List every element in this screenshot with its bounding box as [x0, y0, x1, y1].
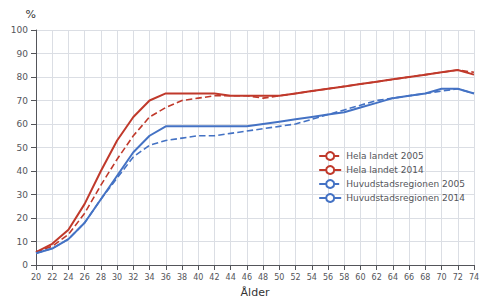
svg-text:28: 28	[96, 273, 106, 282]
svg-text:56: 56	[323, 273, 333, 282]
svg-text:46: 46	[242, 273, 252, 282]
svg-text:100: 100	[11, 25, 28, 35]
svg-text:0: 0	[22, 260, 28, 270]
svg-text:72: 72	[453, 273, 463, 282]
svg-text:64: 64	[388, 273, 398, 282]
svg-text:Hela landet 2005: Hela landet 2005	[346, 151, 423, 161]
svg-text:26: 26	[80, 273, 90, 282]
svg-text:52: 52	[290, 273, 300, 282]
svg-text:%: %	[26, 8, 36, 21]
svg-text:36: 36	[161, 273, 171, 282]
svg-text:54: 54	[307, 273, 317, 282]
svg-text:Huvudstadsregionen 2005: Huvudstadsregionen 2005	[346, 179, 465, 189]
svg-text:62: 62	[372, 273, 382, 282]
svg-text:70: 70	[436, 273, 446, 282]
svg-text:58: 58	[339, 273, 349, 282]
svg-text:32: 32	[128, 273, 138, 282]
svg-text:60: 60	[355, 273, 365, 282]
svg-text:Huvudstadsregionen 2014: Huvudstadsregionen 2014	[346, 193, 465, 203]
svg-text:68: 68	[420, 273, 430, 282]
svg-text:20: 20	[17, 213, 29, 223]
svg-text:90: 90	[17, 49, 29, 59]
svg-text:50: 50	[17, 143, 29, 153]
svg-text:40: 40	[193, 273, 203, 282]
svg-text:42: 42	[209, 273, 219, 282]
svg-text:80: 80	[17, 72, 29, 82]
svg-text:22: 22	[47, 273, 57, 282]
svg-text:38: 38	[177, 273, 187, 282]
svg-text:50: 50	[274, 273, 284, 282]
svg-text:20: 20	[31, 273, 41, 282]
svg-text:66: 66	[404, 273, 414, 282]
svg-text:Ålder: Ålder	[241, 286, 270, 299]
svg-text:Hela landet 2014: Hela landet 2014	[346, 165, 424, 175]
svg-text:74: 74	[469, 273, 479, 282]
svg-text:10: 10	[17, 237, 29, 247]
svg-text:70: 70	[17, 96, 29, 106]
svg-text:34: 34	[144, 273, 154, 282]
svg-text:40: 40	[17, 166, 29, 176]
svg-text:48: 48	[258, 273, 268, 282]
svg-text:44: 44	[226, 273, 236, 282]
svg-text:60: 60	[17, 119, 29, 129]
svg-text:30: 30	[17, 190, 29, 200]
svg-text:30: 30	[112, 273, 122, 282]
svg-text:24: 24	[63, 273, 73, 282]
